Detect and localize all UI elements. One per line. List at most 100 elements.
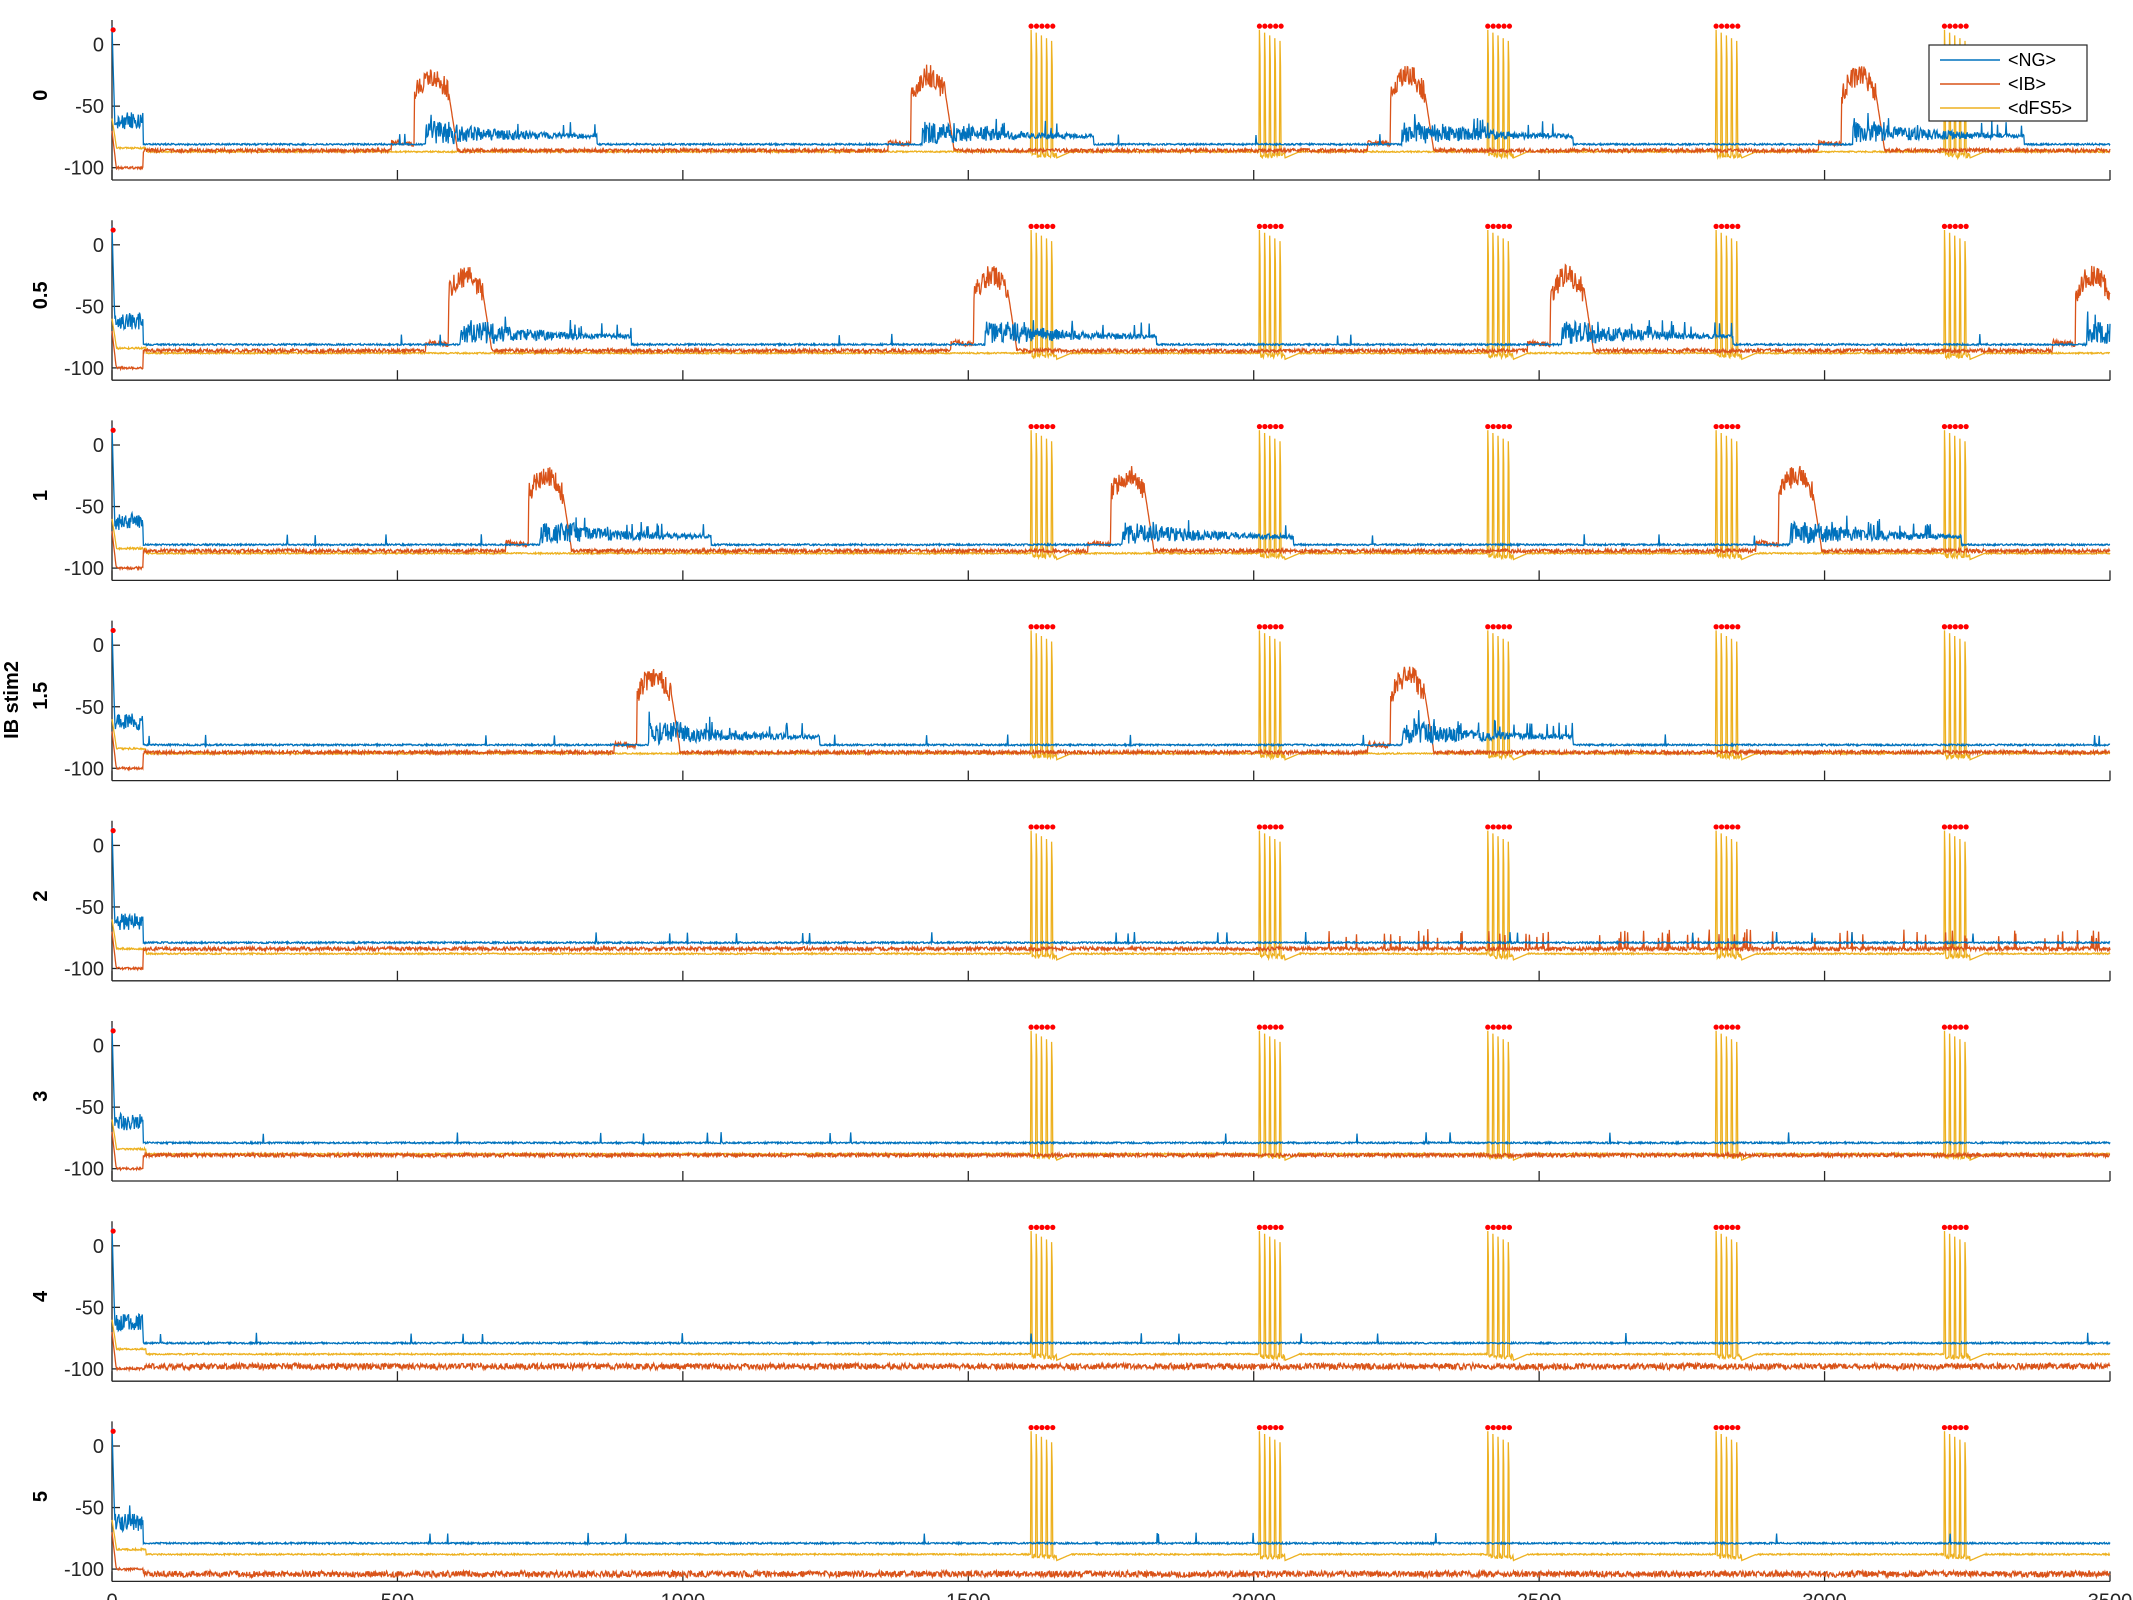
stim-marker xyxy=(1039,1024,1045,1030)
stim-marker xyxy=(1947,23,1953,29)
panel-label: 1 xyxy=(30,490,52,501)
stim-marker xyxy=(1501,423,1507,430)
stim-marker xyxy=(1496,1224,1502,1230)
stim-marker xyxy=(1501,1024,1507,1030)
stim-marker xyxy=(1267,824,1273,830)
stim-marker xyxy=(1256,624,1263,630)
y-tick-label: 0 xyxy=(93,635,104,657)
stim-marker xyxy=(1267,223,1273,229)
stim-marker xyxy=(1273,423,1279,430)
panel-label: 5 xyxy=(30,1491,52,1502)
series-dfs5 xyxy=(111,1230,2111,1362)
stim-marker xyxy=(1963,624,1969,630)
x-tick-label: 0 xyxy=(106,1590,117,1600)
y-tick-label: 0 xyxy=(93,1236,104,1258)
stim-marker xyxy=(1050,223,1056,229)
y-tick-label: 0 xyxy=(93,1436,104,1458)
stim-marker xyxy=(1501,223,1507,229)
stim-marker xyxy=(1262,1224,1268,1230)
stim-marker xyxy=(1952,223,1958,229)
stim-marker xyxy=(1713,1224,1719,1230)
stim-marker xyxy=(1033,1224,1040,1230)
stim-marker xyxy=(1963,23,1969,29)
stim-marker xyxy=(1496,223,1502,229)
panel-6: 0 -50 -100 4 xyxy=(30,1221,2111,1382)
panel-1: 0 -50 -100 0.5 xyxy=(30,220,2111,381)
panel-0: 0 -50 -100 0 xyxy=(30,20,2111,181)
panel-label: 4 xyxy=(30,1290,52,1302)
stim-marker xyxy=(1724,1224,1730,1230)
stim-marker xyxy=(1501,1424,1507,1431)
stim-marker xyxy=(1044,423,1050,430)
y-tick-label: -100 xyxy=(64,1159,104,1181)
y-tick-label: -50 xyxy=(75,1498,104,1520)
stim-marker xyxy=(1485,1424,1491,1431)
stim-marker xyxy=(1028,624,1034,630)
x-tick-label: 3500 xyxy=(2088,1590,2133,1600)
series-dfs5 xyxy=(111,229,2111,361)
stim-marker xyxy=(1485,423,1491,430)
stim-marker xyxy=(1958,223,1964,229)
stim-marker xyxy=(1044,1424,1050,1431)
stim-marker xyxy=(1963,1224,1969,1230)
panel-label: 0 xyxy=(30,90,52,101)
stim-marker xyxy=(1485,624,1491,630)
y-tick-label: -50 xyxy=(75,697,104,719)
stim-marker xyxy=(1963,824,1969,830)
stim-marker xyxy=(1735,824,1741,830)
stim-marker xyxy=(1278,423,1284,430)
stim-marker xyxy=(1256,223,1263,229)
stim-marker xyxy=(1267,624,1273,630)
stim-marker xyxy=(1947,624,1953,630)
stim-marker xyxy=(1267,423,1273,430)
stim-marker xyxy=(110,427,116,433)
stim-marker xyxy=(1506,423,1513,430)
y-tick-label: -100 xyxy=(64,158,104,180)
stim-marker xyxy=(1941,223,1948,229)
stim-marker xyxy=(1490,1224,1496,1230)
stim-marker xyxy=(1256,23,1263,29)
stim-marker xyxy=(1506,1224,1513,1230)
stim-marker xyxy=(1729,624,1735,630)
stim-marker xyxy=(1501,23,1507,29)
series-ib xyxy=(111,263,2111,372)
stim-marker xyxy=(1028,1224,1034,1230)
y-tick-label: 0 xyxy=(93,35,104,57)
stim-marker xyxy=(1278,624,1284,630)
stim-marker xyxy=(1941,1224,1948,1230)
series-ng xyxy=(111,626,2111,748)
stim-marker xyxy=(1718,23,1725,29)
y-tick-label: 0 xyxy=(93,235,104,257)
stim-marker xyxy=(1267,1224,1273,1230)
stim-marker xyxy=(1267,1424,1273,1431)
stim-marker xyxy=(1028,423,1034,430)
stim-marker xyxy=(1506,1024,1513,1030)
stim-marker xyxy=(1278,1024,1284,1030)
legend-label-ib: <IB> xyxy=(2008,74,2046,94)
y-tick-label: -50 xyxy=(75,296,104,318)
stim-marker xyxy=(1718,624,1725,630)
stim-marker xyxy=(1273,1224,1279,1230)
stim-marker xyxy=(1729,223,1735,229)
stim-marker xyxy=(1941,1424,1948,1431)
stim-marker xyxy=(1952,1424,1958,1431)
stim-marker xyxy=(110,1428,116,1434)
stim-marker xyxy=(1256,1224,1263,1230)
stim-marker xyxy=(1724,624,1730,630)
stim-marker xyxy=(1496,423,1502,430)
stim-marker xyxy=(1947,1424,1953,1431)
stim-marker xyxy=(1485,1224,1491,1230)
stim-marker xyxy=(1729,423,1735,430)
stim-marker xyxy=(1718,1224,1725,1230)
stim-marker xyxy=(1735,624,1741,630)
panel-4: 0 -50 -100 2 xyxy=(30,820,2111,982)
stim-marker xyxy=(1028,1424,1034,1431)
y-tick-label: -100 xyxy=(64,1359,104,1381)
stim-marker xyxy=(1958,1024,1964,1030)
stim-marker xyxy=(1963,1424,1969,1431)
stim-marker xyxy=(1724,23,1730,29)
stim-marker xyxy=(1050,1224,1056,1230)
x-tick-label: 500 xyxy=(381,1590,414,1600)
stim-marker xyxy=(1044,624,1050,630)
stim-marker xyxy=(1713,1424,1719,1431)
